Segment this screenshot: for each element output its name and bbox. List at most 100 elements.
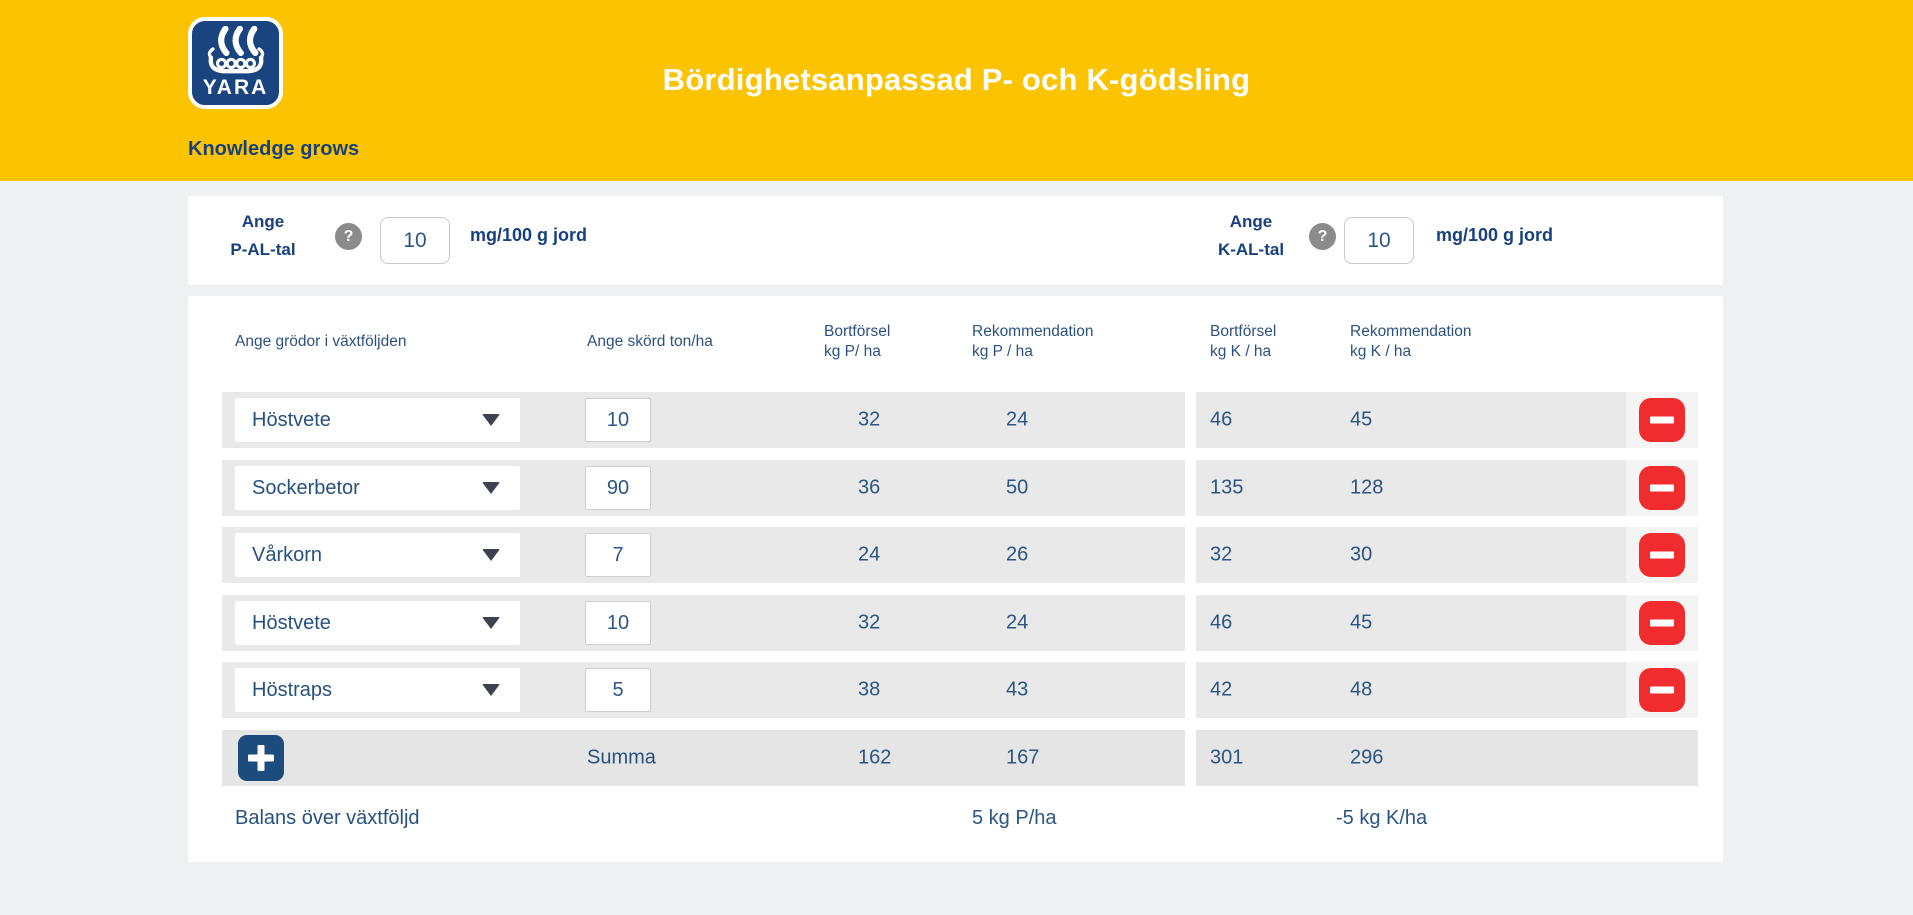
remove-row-button[interactable] [1639, 668, 1685, 712]
summary-rec-k: 296 [1350, 746, 1384, 769]
rec-k-value: 45 [1350, 408, 1373, 431]
rec-p-value: 50 [1006, 476, 1029, 499]
table-row: Vårkorn 24 26 [222, 527, 1185, 583]
col-header-crop: Ange grödor i växtföljden [235, 333, 407, 350]
crop-select-value: Höstraps [252, 678, 333, 701]
crop-select-value: Höstvete [252, 611, 331, 634]
rec-k-value: 128 [1350, 476, 1384, 499]
removal-p-value: 32 [858, 611, 881, 634]
k-al-label-line2: K-AL-tal [1217, 240, 1285, 259]
p-al-unit: mg/100 g jord [470, 225, 588, 245]
table-row-k: 46 45 [1196, 392, 1698, 448]
header-bar: YARA Bördighetsanpassad P- och K-gödslin… [0, 0, 1913, 181]
rec-p-value: 24 [1006, 611, 1029, 634]
chevron-down-icon [482, 617, 500, 629]
crop-table-card: Ange grödor i växtföljden Ange skörd ton… [188, 296, 1723, 862]
removal-p-value: 32 [858, 408, 881, 431]
plus-icon [257, 745, 265, 771]
k-al-help-icon[interactable]: ? [1309, 223, 1336, 250]
minus-icon [1650, 551, 1674, 559]
crop-select[interactable]: Vårkorn [235, 533, 520, 577]
summary-removal-k: 301 [1210, 746, 1244, 769]
k-al-label-line1: Ange [1229, 212, 1273, 231]
removal-p-value: 36 [858, 476, 881, 499]
chevron-down-icon [482, 684, 500, 696]
chevron-down-icon [482, 549, 500, 561]
yield-input[interactable] [585, 466, 651, 510]
p-al-input[interactable] [380, 217, 450, 264]
col-header-rec-p: Rekommendation kg P / ha [972, 323, 1094, 360]
remove-row-cell [1626, 392, 1698, 448]
col-header-rec-k: Rekommendation kg K / ha [1350, 323, 1472, 360]
crop-select-value: Höstvete [252, 408, 331, 431]
table-row: Höstvete 32 24 [222, 392, 1185, 448]
minus-icon [1650, 484, 1674, 492]
remove-row-button[interactable] [1639, 398, 1685, 442]
p-al-label-line1: Ange [241, 212, 285, 231]
removal-k-value: 46 [1210, 408, 1233, 431]
crop-select[interactable]: Sockerbetor [235, 466, 520, 510]
crop-select-value: Sockerbetor [252, 476, 360, 499]
yara-logo: YARA [188, 17, 283, 109]
brand-tagline: Knowledge grows [188, 138, 360, 160]
removal-k-value: 46 [1210, 611, 1233, 634]
removal-k-value: 135 [1210, 476, 1244, 499]
rec-k-value: 48 [1350, 678, 1373, 701]
rec-k-value: 45 [1350, 611, 1373, 634]
page-title: Bördighetsanpassad P- och K-gödsling [662, 62, 1251, 97]
yield-input[interactable] [585, 668, 651, 712]
p-al-label: Ange P-AL-tal [218, 208, 308, 264]
table-row: Höstraps 38 43 [222, 662, 1185, 718]
rec-p-value: 26 [1006, 543, 1029, 566]
logo-wordmark: YARA [202, 76, 269, 99]
summary-row-k: 301 296 [1196, 730, 1698, 786]
removal-k-value: 42 [1210, 678, 1233, 701]
chevron-down-icon [482, 414, 500, 426]
balance-k-value: -5 kg K/ha [1336, 807, 1428, 829]
add-row-button[interactable] [238, 735, 284, 781]
minus-icon [1650, 686, 1674, 694]
table-row-k: 42 48 [1196, 662, 1698, 718]
summary-removal-p: 162 [858, 746, 892, 769]
k-al-unit: mg/100 g jord [1436, 225, 1554, 245]
yield-input[interactable] [585, 533, 651, 577]
p-al-label-line2: P-AL-tal [230, 240, 296, 259]
yield-input[interactable] [585, 601, 651, 645]
remove-row-button[interactable] [1639, 466, 1685, 510]
removal-p-value: 24 [858, 543, 881, 566]
removal-k-value: 32 [1210, 543, 1233, 566]
table-row-k: 135 128 [1196, 460, 1698, 516]
table-row-k: 32 30 [1196, 527, 1698, 583]
summary-rec-p: 167 [1006, 746, 1040, 769]
table-row: Höstvete 32 24 [222, 595, 1185, 651]
k-al-input[interactable] [1344, 217, 1414, 264]
balance-p-value: 5 kg P/ha [972, 807, 1057, 829]
remove-row-button[interactable] [1639, 533, 1685, 577]
col-header-removal-p: Bortförsel kg P/ ha [824, 323, 891, 360]
viking-ship-icon [205, 26, 267, 77]
col-header-yield: Ange skörd ton/ha [587, 333, 713, 350]
crop-select-value: Vårkorn [252, 543, 323, 566]
remove-row-cell [1626, 527, 1698, 583]
rec-p-value: 43 [1006, 678, 1029, 701]
soil-values-card: Ange P-AL-tal ? mg/100 g jord Ange K-AL-… [188, 196, 1723, 285]
table-row-k: 46 45 [1196, 595, 1698, 651]
remove-row-cell [1626, 595, 1698, 651]
remove-row-cell [1626, 460, 1698, 516]
summary-label: Summa [587, 746, 656, 769]
removal-p-value: 38 [858, 678, 881, 701]
balance-label: Balans över växtföljd [235, 807, 420, 829]
minus-icon [1650, 619, 1674, 627]
table-row: Sockerbetor 36 50 [222, 460, 1185, 516]
crop-select[interactable]: Höstraps [235, 668, 520, 712]
crop-select[interactable]: Höstvete [235, 398, 520, 442]
col-header-removal-k: Bortförsel kg K / ha [1210, 323, 1277, 360]
chevron-down-icon [482, 482, 500, 494]
remove-row-button[interactable] [1639, 601, 1685, 645]
yield-input[interactable] [585, 398, 651, 442]
k-al-label: Ange K-AL-tal [1206, 208, 1296, 264]
p-al-help-icon[interactable]: ? [335, 223, 362, 250]
rec-p-value: 24 [1006, 408, 1029, 431]
summary-row: Summa 162 167 [222, 730, 1185, 786]
crop-select[interactable]: Höstvete [235, 601, 520, 645]
